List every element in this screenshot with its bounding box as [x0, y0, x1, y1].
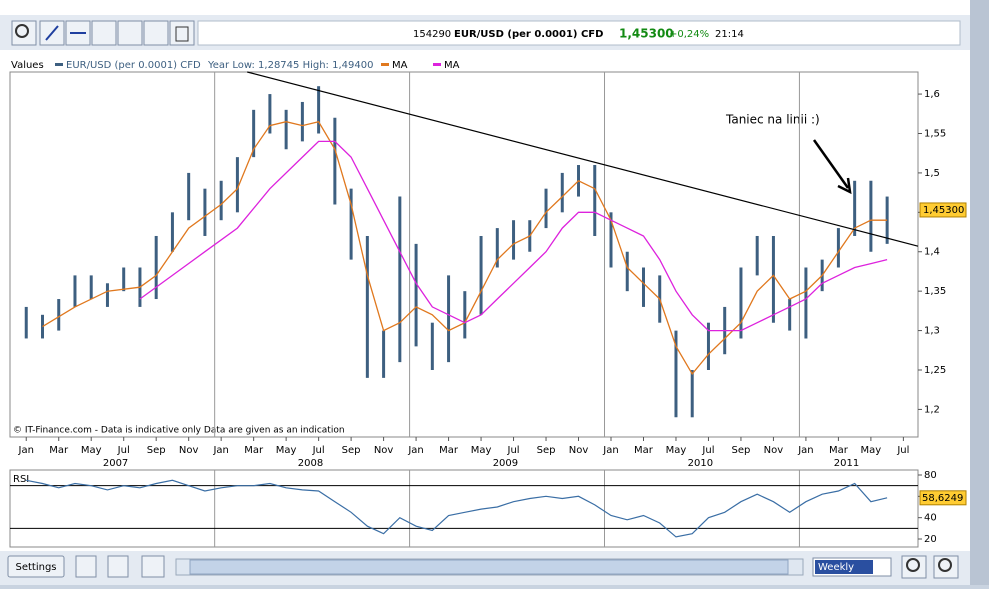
tool-parallel[interactable] — [143, 20, 169, 46]
rsi-tick-label: 80 — [924, 470, 937, 481]
x-tick-label: Sep — [537, 445, 556, 456]
moving-average — [139, 140, 888, 332]
legend-info: Year Low: 1,28745 High: 1,49400 — [207, 60, 373, 71]
rsi-last-label: 58,6249 — [922, 493, 963, 504]
x-tick-label: Jul — [896, 445, 909, 456]
legend-label: MA — [444, 60, 460, 71]
scroll-thumb[interactable] — [189, 559, 789, 575]
x-tick-label: Nov — [764, 445, 784, 456]
x-tick-label: Jan — [602, 445, 618, 456]
legend-swatch — [55, 63, 63, 66]
year-label: 2009 — [493, 458, 518, 469]
x-tick-label: Jan — [212, 445, 228, 456]
y-tick-label: 1,25 — [924, 365, 946, 376]
print-button[interactable] — [141, 555, 165, 578]
x-tick-label: May — [471, 445, 492, 456]
x-tick-label: Jan — [797, 445, 813, 456]
y-tick-label: 1,3 — [924, 326, 940, 337]
icon — [906, 558, 920, 572]
icon — [15, 24, 29, 38]
icon — [45, 25, 59, 41]
year-label: 2007 — [103, 458, 128, 469]
x-tick-label: Mar — [439, 445, 459, 456]
x-tick-label: May — [861, 445, 882, 456]
y-tick-label: 1,6 — [924, 89, 940, 100]
moving-average — [42, 120, 888, 376]
rsi-last-box — [919, 490, 967, 506]
year-label: 2010 — [688, 458, 713, 469]
save-button[interactable] — [107, 555, 129, 578]
legend-title: Values — [11, 60, 44, 71]
x-tick-label: May — [666, 445, 687, 456]
x-tick-label: Sep — [732, 445, 751, 456]
side-border — [970, 0, 989, 585]
x-tick-label: Mar — [634, 445, 654, 456]
x-tick-label: Jan — [18, 445, 34, 456]
y-tick-label: 1,5 — [924, 168, 940, 179]
x-tick-label: Jul — [507, 445, 520, 456]
tool-buttons[interactable] — [11, 20, 195, 46]
y-tick-label: 1,35 — [924, 286, 946, 297]
icon — [938, 558, 952, 572]
rsi-line — [26, 479, 888, 538]
settings-label: Settings — [15, 562, 56, 573]
quote-time: 21:14 — [715, 29, 744, 40]
x-tick-label: Sep — [147, 445, 166, 456]
y-tick-label: 1,2 — [924, 404, 940, 415]
x-tick-label: Nov — [569, 445, 589, 456]
last-price-label: 1,45300 — [923, 205, 964, 216]
last-price-box — [919, 202, 967, 218]
y-tick-label: 1,55 — [924, 128, 946, 139]
x-tick-label: Sep — [342, 445, 361, 456]
x-tick-label: Jul — [312, 445, 325, 456]
rsi-tick-label: 40 — [924, 513, 937, 524]
price-plot — [9, 71, 919, 438]
legend-swatch — [433, 63, 441, 66]
x-tick-label: Jul — [701, 445, 714, 456]
year-label: 2011 — [834, 458, 859, 469]
x-tick-label: Nov — [179, 445, 199, 456]
annotation-arrow — [812, 139, 850, 189]
legend: EUR/USD (per 0.0001) CFD MA MA — [55, 60, 460, 71]
tool-fib[interactable] — [91, 20, 117, 46]
x-tick-label: May — [81, 445, 102, 456]
x-tick-label: Mar — [829, 445, 849, 456]
year-label: 2008 — [298, 458, 323, 469]
settings-button[interactable] — [7, 555, 65, 578]
x-tick-label: Jul — [117, 445, 130, 456]
quote-price: 1,45300 — [619, 27, 674, 41]
x-tick-label: Mar — [49, 445, 69, 456]
icon — [175, 26, 189, 42]
legend-swatch — [381, 63, 389, 66]
annotation-arrowhead — [837, 177, 852, 195]
y-tick-label: 1,4 — [924, 247, 940, 258]
x-tick-label: Jan — [407, 445, 423, 456]
legend-label: EUR/USD (per 0.0001) CFD — [66, 60, 201, 71]
trendline — [247, 71, 919, 247]
rsi-plot — [9, 469, 919, 548]
x-tick-label: Nov — [374, 445, 394, 456]
rsi-title: RSI — [13, 474, 29, 485]
period-highlight — [815, 560, 873, 574]
legend-label: MA — [392, 60, 408, 71]
period-label: Weekly — [818, 562, 854, 573]
quote-box — [197, 20, 961, 46]
footnote: © IT-Finance.com - Data is indicative on… — [13, 426, 345, 436]
quote-change: +0,24% — [669, 29, 709, 40]
quote-instrument: EUR/USD (per 0.0001) CFD — [454, 29, 603, 40]
x-tick-label: Mar — [244, 445, 264, 456]
x-tick-label: May — [276, 445, 297, 456]
annotation: Taniec na linii :) — [725, 113, 820, 127]
quote-id: 154290 — [413, 29, 451, 40]
export-button[interactable] — [75, 555, 97, 578]
rsi-tick-label: 20 — [924, 534, 937, 545]
tool-channel[interactable] — [117, 20, 143, 46]
